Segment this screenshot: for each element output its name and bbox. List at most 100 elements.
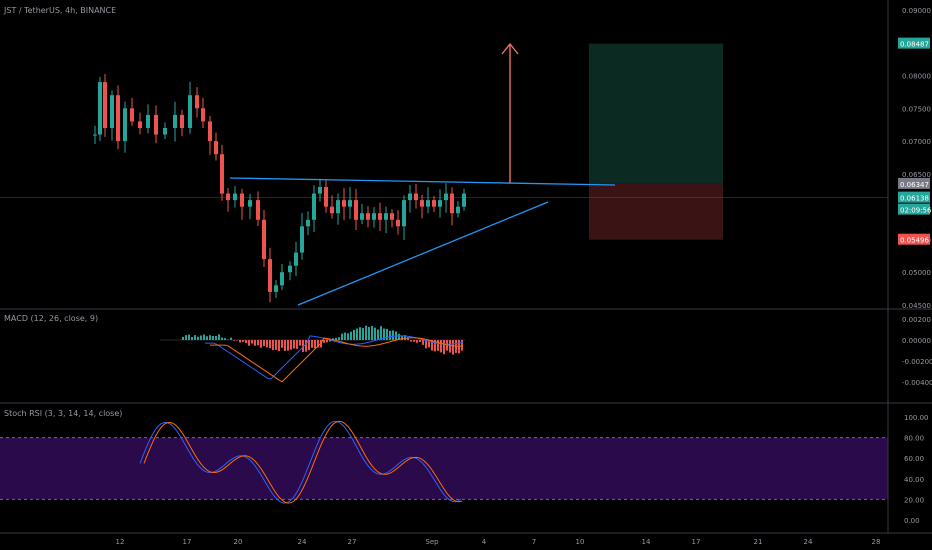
macd-tick-label: 0.00200 xyxy=(902,316,931,324)
macd-histogram-bar xyxy=(353,329,355,340)
time-tick-label: 7 xyxy=(532,538,536,546)
candle-body xyxy=(366,213,370,220)
candle-body xyxy=(384,213,388,220)
macd-histogram-bar xyxy=(233,340,235,341)
macd-histogram-bar xyxy=(326,340,328,343)
macd-histogram-bar xyxy=(191,336,193,340)
candle-body xyxy=(188,95,192,128)
macd-histogram-bar xyxy=(392,330,394,340)
price-tick-label: 0.09000 xyxy=(902,7,931,15)
candle-body xyxy=(444,193,448,201)
stoch-tick-label: 60.00 xyxy=(904,455,924,463)
candle-body xyxy=(456,206,460,214)
candle-body xyxy=(98,82,102,135)
macd-histogram-bar xyxy=(275,340,277,350)
time-tick-label: 10 xyxy=(576,538,585,546)
macd-histogram-bar xyxy=(377,329,379,340)
stoch-tick-label: 20.00 xyxy=(904,496,924,504)
target-zone[interactable] xyxy=(589,43,723,184)
macd-histogram-bar xyxy=(254,340,256,346)
macd-histogram-bar xyxy=(416,340,418,343)
candle-body xyxy=(274,285,278,292)
macd-histogram-bar xyxy=(188,334,190,340)
candle-body xyxy=(372,213,376,220)
candle-body xyxy=(336,200,340,214)
candle-body xyxy=(268,259,272,292)
macd-histogram-bar xyxy=(350,331,352,340)
macd-line xyxy=(205,335,464,380)
stop-price-label: 0.05496 xyxy=(900,237,929,245)
entry-price-label: 0.06347 xyxy=(900,181,929,189)
candle-body xyxy=(324,187,328,207)
time-tick-label: 28 xyxy=(872,538,881,546)
macd-histogram-bar xyxy=(413,340,415,342)
candle-body xyxy=(426,200,430,207)
time-tick-label: 27 xyxy=(348,538,357,546)
macd-histogram-bar xyxy=(428,340,430,348)
macd-histogram-bar xyxy=(323,340,325,343)
macd-histogram-bar xyxy=(266,340,268,348)
macd-histogram-bar xyxy=(206,336,208,340)
candle-body xyxy=(438,200,442,207)
macd-histogram-bar xyxy=(371,326,373,340)
macd-histogram-bar xyxy=(380,326,382,340)
time-tick-label: 24 xyxy=(804,538,813,546)
macd-histogram-bar xyxy=(296,340,298,349)
macd-histogram-bar xyxy=(293,340,295,349)
stoch-tick-label: 0.00 xyxy=(904,517,920,525)
macd-histogram-bar xyxy=(251,340,253,344)
candle-body xyxy=(240,193,244,207)
macd-histogram-bar xyxy=(311,340,313,348)
candle-body xyxy=(354,200,358,220)
candle-body xyxy=(378,213,382,220)
candle-body xyxy=(110,95,114,128)
candle-body xyxy=(462,193,466,207)
stop-zone[interactable] xyxy=(589,183,723,240)
macd-histogram-bar xyxy=(452,340,454,355)
stoch-tick-label: 80.00 xyxy=(904,435,924,443)
candle-body xyxy=(348,200,352,207)
macd-histogram-bar xyxy=(407,337,409,340)
candle-body xyxy=(306,219,310,227)
macd-histogram-bar xyxy=(272,340,274,351)
macd-histogram-bar xyxy=(434,340,436,352)
candle-body xyxy=(154,114,158,135)
resistance-trendline[interactable] xyxy=(229,177,616,186)
macd-histogram-bar xyxy=(182,336,184,340)
candle-body xyxy=(450,193,454,214)
candle-body xyxy=(208,121,212,142)
macd-histogram-bar xyxy=(260,340,262,348)
candle-body xyxy=(130,108,134,122)
macd-histogram-bar xyxy=(203,334,205,340)
macd-histogram-bar xyxy=(335,337,337,340)
time-tick-label: 20 xyxy=(234,538,243,546)
macd-histogram-bar xyxy=(221,337,223,340)
candle-countdown-label-bg xyxy=(898,203,930,215)
macd-histogram-bar xyxy=(308,340,310,351)
target-price-label: 0.08487 xyxy=(900,41,929,49)
macd-histogram-bar xyxy=(317,340,319,348)
time-tick-label: 17 xyxy=(183,538,192,546)
macd-histogram-bar xyxy=(425,340,427,349)
candle-body xyxy=(420,200,424,207)
support-trendline[interactable] xyxy=(297,201,549,306)
time-tick-label: 17 xyxy=(692,538,701,546)
macd-histogram-bar xyxy=(368,326,370,340)
price-tick-label: 0.07500 xyxy=(902,105,931,113)
symbol-title: JST / TetherUS, 4h, BINANCE xyxy=(3,6,116,15)
macd-histogram-bar xyxy=(386,328,388,340)
stoch-tick-label: 100.00 xyxy=(904,414,929,422)
macd-histogram-bar xyxy=(440,340,442,353)
candle-body xyxy=(330,206,334,214)
target-arrow-head[interactable] xyxy=(501,42,519,55)
macd-histogram-bar xyxy=(218,334,220,340)
price-tick-label: 0.04500 xyxy=(902,302,931,310)
time-tick-label: 4 xyxy=(482,538,487,546)
macd-histogram-bar xyxy=(278,340,280,352)
macd-histogram-bar xyxy=(419,340,421,343)
macd-histogram-bar xyxy=(287,340,289,351)
macd-histogram-bar xyxy=(398,333,400,340)
macd-histogram-bar xyxy=(185,335,187,340)
time-tick-label: 24 xyxy=(298,538,307,546)
